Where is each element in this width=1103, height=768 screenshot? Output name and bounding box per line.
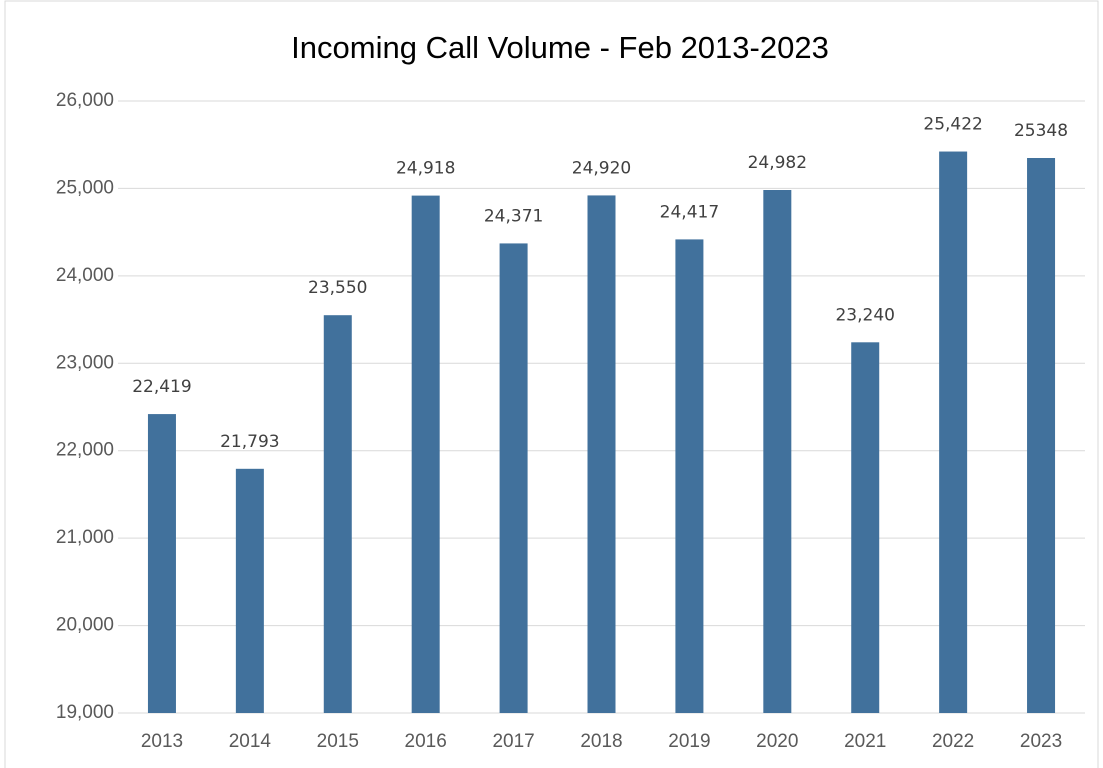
bar (411, 195, 440, 713)
bar (323, 315, 352, 713)
x-tick-label: 2018 (580, 731, 622, 752)
bar (1027, 158, 1056, 714)
bar (235, 468, 264, 713)
y-tick-label: 25,000 (56, 177, 114, 198)
data-label: 23,550 (308, 278, 367, 298)
data-label: 25348 (1014, 121, 1068, 141)
bar (499, 243, 528, 713)
data-label: 24,982 (748, 153, 807, 173)
x-tick-label: 2017 (492, 731, 534, 752)
chart-title: Incoming Call Volume - Feb 2013-2023 (291, 30, 829, 65)
data-label: 23,240 (835, 305, 894, 325)
x-tick-label: 2013 (141, 731, 183, 752)
bar (147, 414, 176, 713)
x-tick-label: 2022 (932, 731, 974, 752)
data-label: 25,422 (923, 115, 982, 135)
x-tick-label: 2015 (317, 731, 359, 752)
y-tick-label: 19,000 (56, 702, 114, 723)
x-tick-label: 2016 (405, 731, 447, 752)
y-tick-label: 21,000 (56, 527, 114, 548)
data-label: 24,920 (572, 158, 631, 178)
bar (763, 190, 792, 713)
chart-frame (4, 0, 1099, 768)
y-tick-label: 20,000 (56, 615, 114, 636)
bar (675, 239, 704, 714)
bar (939, 151, 968, 714)
x-tick-label: 2014 (229, 731, 272, 752)
data-label: 24,371 (484, 206, 543, 226)
x-tick-label: 2021 (844, 731, 886, 752)
data-label: 21,793 (220, 432, 279, 452)
x-tick-label: 2020 (756, 731, 798, 752)
x-tick-label: 2023 (1020, 731, 1062, 752)
y-tick-label: 23,000 (56, 352, 114, 373)
data-label: 24,918 (396, 159, 455, 179)
x-tick-label: 2019 (668, 731, 710, 752)
data-label: 24,417 (660, 202, 719, 222)
y-tick-label: 22,000 (56, 440, 114, 461)
y-tick-label: 26,000 (56, 90, 114, 111)
data-label: 22,419 (132, 377, 191, 397)
bar (851, 342, 880, 713)
y-tick-label: 24,000 (56, 265, 114, 286)
bar (587, 195, 616, 713)
